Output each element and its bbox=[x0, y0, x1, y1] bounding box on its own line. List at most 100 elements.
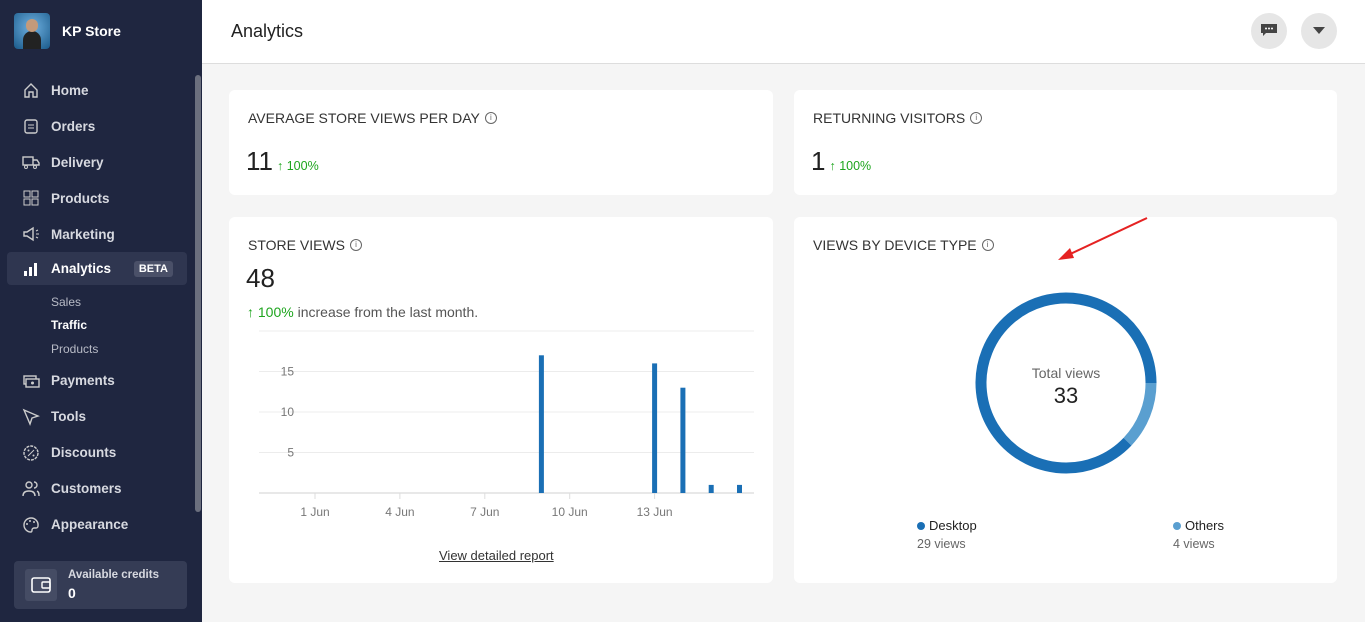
card-title: STORE VIEWS bbox=[248, 237, 345, 253]
sidebar-item-label: Analytics bbox=[51, 261, 112, 276]
sidebar-item-discounts[interactable]: Discounts bbox=[7, 435, 187, 471]
view-detailed-report-link[interactable]: View detailed report bbox=[439, 548, 554, 563]
sidebar-item-label: Customers bbox=[51, 481, 122, 496]
bar[interactable] bbox=[680, 387, 686, 493]
sidebar-subitem-sales[interactable]: Sales bbox=[51, 294, 82, 309]
x-tick-label: 1 Jun bbox=[300, 505, 329, 519]
y-tick-label: 15 bbox=[281, 365, 295, 379]
sidebar-item-label: Appearance bbox=[51, 517, 129, 532]
store-views-value: 48 bbox=[246, 263, 275, 293]
donut-center-label: Total views bbox=[1031, 365, 1101, 381]
chat-button[interactable] bbox=[1251, 13, 1287, 49]
bar-chart-icon bbox=[22, 260, 40, 278]
legend-value: 4 views bbox=[1173, 537, 1215, 551]
info-icon[interactable]: i bbox=[981, 239, 994, 251]
store-brand[interactable]: KP Store bbox=[14, 13, 121, 49]
sidebar-item-label: Products bbox=[51, 190, 110, 206]
x-tick-label: 10 Jun bbox=[552, 505, 588, 519]
donut-segment-desktop[interactable] bbox=[975, 292, 1157, 474]
device-type-card: VIEWS BY DEVICE TYPE i Total views 33 Des… bbox=[794, 217, 1337, 583]
returning-visitors-card: RETURNING VISITORS i 1 ↑ 100% bbox=[794, 90, 1337, 195]
legend-value: 29 views bbox=[917, 537, 966, 551]
sidebar-item-orders[interactable]: Orders bbox=[7, 108, 187, 144]
sidebar: KP Store Home Orders Delivery Products Marke… bbox=[0, 0, 202, 622]
legend-others: Others 4 views bbox=[1173, 518, 1224, 551]
card-title: RETURNING VISITORS bbox=[813, 110, 966, 126]
returning-value: 1 bbox=[811, 146, 826, 176]
info-icon[interactable]: i bbox=[349, 239, 362, 251]
y-tick-label: 10 bbox=[281, 405, 295, 419]
card-title: VIEWS BY DEVICE TYPE bbox=[813, 237, 977, 253]
change-indicator: ↑ 100% bbox=[829, 159, 872, 173]
sidebar-item-analytics[interactable]: Analytics BETA bbox=[7, 252, 187, 285]
sidebar-item-payments[interactable]: Payments bbox=[7, 363, 187, 399]
avatar bbox=[14, 13, 50, 49]
donut-segment-others[interactable] bbox=[1123, 382, 1157, 446]
avg-views-value: 11 bbox=[246, 146, 273, 176]
wallet-icon bbox=[25, 569, 57, 601]
sidebar-item-products[interactable]: Products bbox=[7, 180, 187, 216]
bar[interactable] bbox=[538, 355, 544, 493]
change-value: 100% bbox=[286, 159, 319, 173]
sidebar-scrollbar[interactable] bbox=[195, 75, 201, 512]
change-value: 100% bbox=[839, 159, 872, 173]
legend-label: Desktop bbox=[929, 518, 977, 533]
clipboard-icon bbox=[22, 117, 40, 135]
change-indicator: ↑ 100% bbox=[277, 159, 319, 173]
info-icon[interactable]: i bbox=[970, 112, 983, 124]
y-tick-label: 5 bbox=[287, 446, 294, 460]
sidebar-item-label: Delivery bbox=[51, 154, 104, 170]
donut-total: 33 bbox=[1053, 383, 1079, 408]
credits-label: Available credits bbox=[68, 569, 159, 581]
palette-icon bbox=[22, 516, 40, 534]
store-views-change: ↑ 100% increase from the last month. bbox=[247, 304, 478, 320]
store-views-card: STORE VIEWS i 48 ↑ 100% increase from the… bbox=[229, 217, 773, 583]
sidebar-nav: Home Orders Delivery Products Marketing Analy… bbox=[7, 72, 187, 543]
sidebar-subitem-products[interactable]: Products bbox=[51, 341, 99, 356]
beta-badge: BETA bbox=[133, 260, 173, 277]
sidebar-item-label: Tools bbox=[51, 409, 86, 424]
legend-dot bbox=[917, 522, 925, 530]
credits-value: 0 bbox=[68, 585, 76, 601]
change-value: 100% bbox=[257, 304, 294, 320]
change-text: increase from the last month. bbox=[297, 304, 479, 320]
sidebar-item-customers[interactable]: Customers bbox=[7, 471, 187, 507]
caret-down-icon bbox=[1313, 22, 1325, 40]
home-icon bbox=[22, 81, 40, 99]
annotation-arrow bbox=[1058, 217, 1148, 260]
card-title: AVERAGE STORE VIEWS PER DAY bbox=[248, 110, 480, 126]
grid-icon bbox=[22, 189, 40, 207]
users-icon bbox=[22, 480, 40, 498]
info-icon[interactable]: i bbox=[484, 112, 497, 124]
cursor-icon bbox=[22, 408, 40, 426]
legend-dot bbox=[1173, 522, 1181, 530]
x-tick-label: 13 Jun bbox=[637, 505, 673, 519]
change-arrow: ↑ bbox=[247, 304, 258, 320]
bar[interactable] bbox=[652, 363, 658, 493]
sidebar-item-label: Orders bbox=[51, 118, 96, 134]
legend-desktop: Desktop 29 views bbox=[917, 518, 977, 551]
average-views-card: AVERAGE STORE VIEWS PER DAY i 11 ↑ 100% bbox=[229, 90, 773, 195]
x-tick-label: 4 Jun bbox=[385, 505, 414, 519]
sidebar-item-home[interactable]: Home bbox=[7, 72, 187, 108]
sidebar-item-marketing[interactable]: Marketing bbox=[7, 216, 187, 252]
sidebar-item-label: Home bbox=[51, 82, 89, 98]
discount-icon bbox=[22, 444, 40, 462]
sidebar-item-label: Discounts bbox=[51, 445, 117, 460]
available-credits[interactable]: Available credits 0 bbox=[14, 561, 187, 609]
truck-icon bbox=[22, 153, 40, 171]
page-title: Analytics bbox=[231, 21, 304, 41]
payments-icon bbox=[22, 372, 40, 390]
chat-icon bbox=[1260, 21, 1278, 42]
bar[interactable] bbox=[708, 484, 714, 493]
account-menu-button[interactable] bbox=[1301, 13, 1337, 49]
device-donut-chart bbox=[975, 292, 1157, 474]
bar[interactable] bbox=[737, 484, 742, 493]
sidebar-item-appearance[interactable]: Appearance bbox=[7, 507, 187, 543]
sidebar-item-tools[interactable]: Tools bbox=[7, 399, 187, 435]
x-tick-label: 7 Jun bbox=[470, 505, 499, 519]
sidebar-item-delivery[interactable]: Delivery bbox=[7, 144, 187, 180]
megaphone-icon bbox=[22, 225, 40, 243]
store-name: KP Store bbox=[62, 23, 121, 39]
sidebar-subitem-traffic[interactable]: Traffic bbox=[51, 318, 88, 333]
